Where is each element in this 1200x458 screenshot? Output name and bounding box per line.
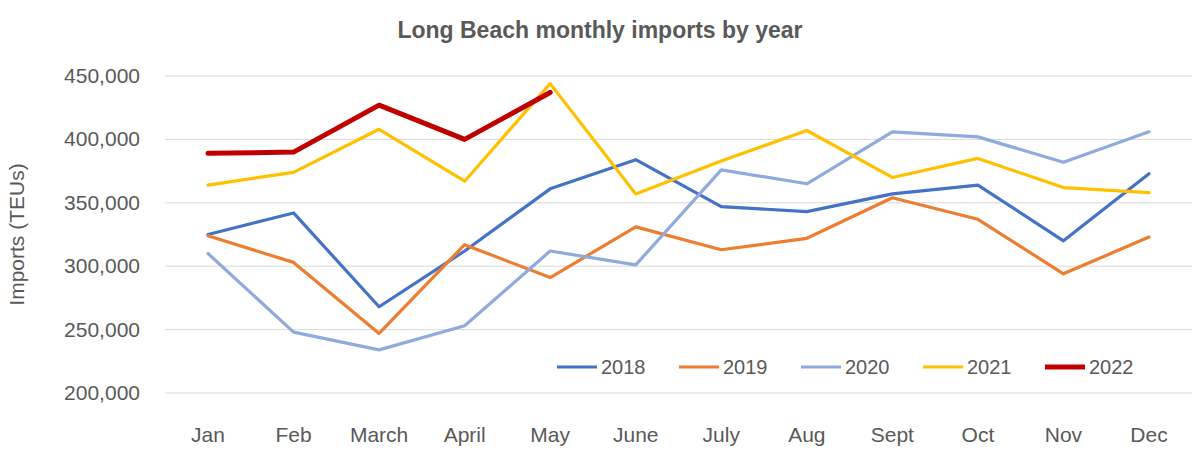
x-tick-label: Feb <box>275 423 311 446</box>
y-tick-label: 450,000 <box>64 64 140 87</box>
series-line <box>208 92 550 153</box>
legend-label: 2022 <box>1089 356 1134 378</box>
x-tick-label: Aug <box>788 423 825 446</box>
grid-line <box>165 329 1192 330</box>
legend-swatch <box>801 365 841 368</box>
series-line <box>208 84 1149 194</box>
series-line <box>208 160 1149 307</box>
x-tick-label: Dec <box>1130 423 1167 446</box>
x-tick-label: March <box>350 423 408 446</box>
x-tick-label: May <box>530 423 570 446</box>
y-tick-label: 200,000 <box>64 381 140 404</box>
x-tick-label: July <box>703 423 741 446</box>
y-tick-label: 350,000 <box>64 191 140 214</box>
y-tick-label: 300,000 <box>64 254 140 277</box>
series-group <box>208 84 1149 350</box>
grid-line <box>165 202 1192 203</box>
x-tick-label: Sept <box>871 423 914 446</box>
legend-label: 2018 <box>601 356 646 378</box>
x-tick-label: Jan <box>191 423 225 446</box>
legend-swatch <box>923 365 963 368</box>
y-tick-label: 250,000 <box>64 318 140 341</box>
x-tick-label: June <box>613 423 659 446</box>
legend-swatch <box>679 365 719 368</box>
grid-line <box>165 266 1192 267</box>
y-tick-label: 400,000 <box>64 127 140 150</box>
legend-label: 2019 <box>723 356 768 378</box>
title: Long Beach monthly imports by year <box>397 17 802 43</box>
x-tick-label: Nov <box>1045 423 1083 446</box>
x-tick-label: Oct <box>962 423 995 446</box>
chart: Long Beach monthly imports by year Import… <box>0 0 1200 458</box>
legend-swatch <box>1045 365 1085 370</box>
x-tick-label: April <box>444 423 486 446</box>
series-line <box>208 132 1149 350</box>
legend-label: 2020 <box>845 356 890 378</box>
grid-line <box>165 393 1192 394</box>
legend-label: 2021 <box>967 356 1012 378</box>
y-axis-label: Imports (TEUs) <box>5 163 28 305</box>
grid-line <box>165 76 1192 77</box>
legend-swatch <box>557 365 597 368</box>
